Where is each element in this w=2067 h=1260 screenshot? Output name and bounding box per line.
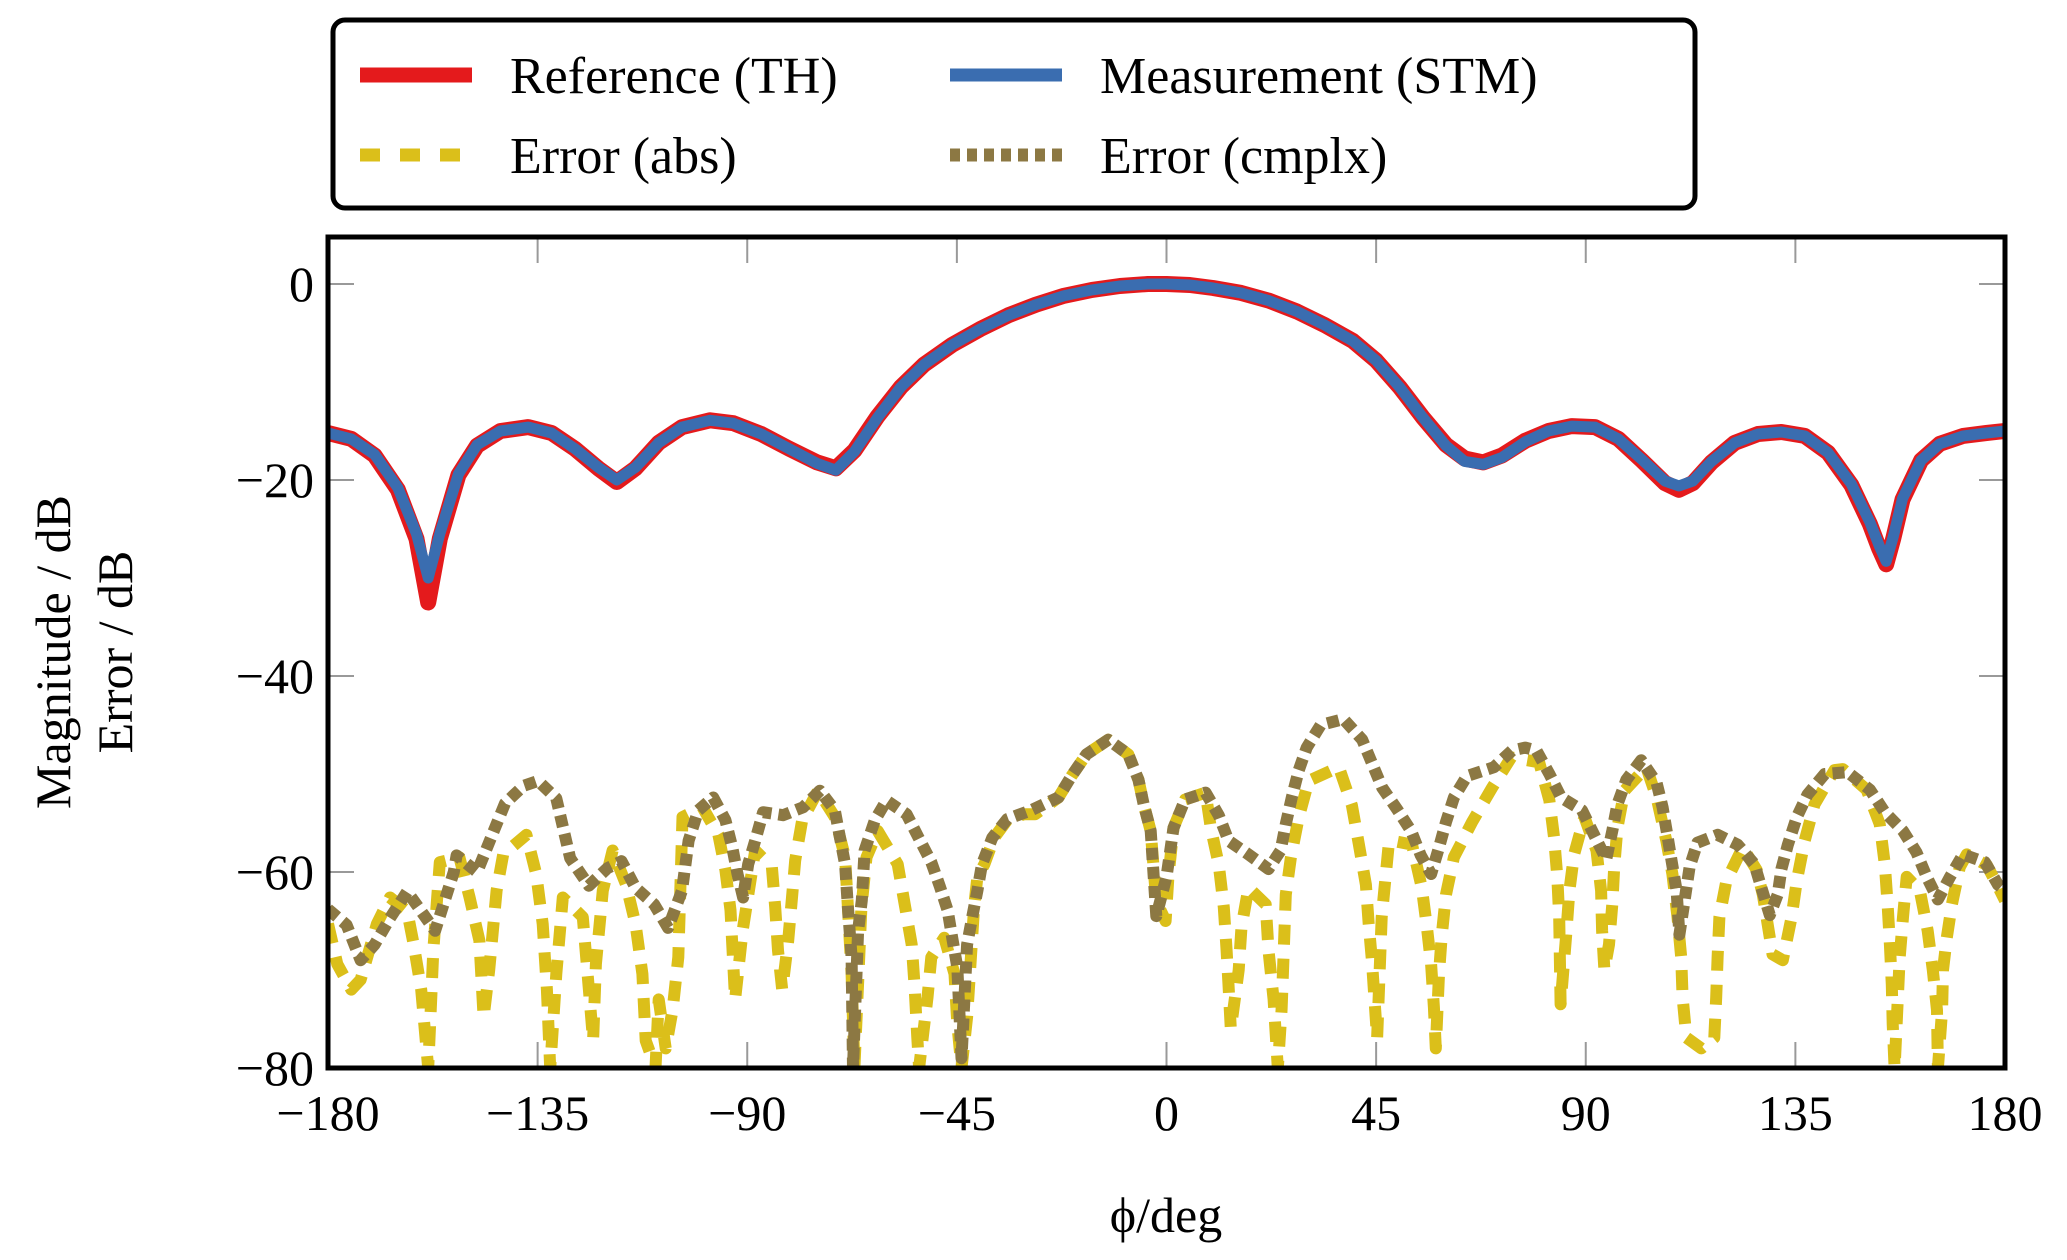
series-line-error-cmplx [328, 713, 2005, 1068]
series-line-measurement-stm [328, 278, 2005, 584]
legend-entry: Reference (TH) [360, 48, 838, 105]
series-line-reference-th [328, 276, 2005, 611]
y-tick-label: −40 [236, 648, 314, 704]
y-axis-label-magnitude: Magnitude / dB [25, 495, 81, 809]
legend: Reference (TH) Measurement (STM) Error (ab… [330, 17, 1698, 211]
y-axis-label-error: Error / dB [87, 551, 143, 754]
x-tick-label: 45 [1351, 1085, 1401, 1141]
x-tick-label: −90 [708, 1085, 786, 1141]
plot-frame [325, 234, 2008, 1071]
legend-label: Error (cmplx) [1100, 128, 1387, 185]
x-tick-label: −135 [486, 1085, 589, 1141]
y-tick-label: 0 [289, 256, 314, 312]
y-tick-label: −80 [236, 1040, 314, 1096]
x-tick-label: −180 [276, 1085, 379, 1141]
legend-label: Error (abs) [510, 128, 737, 185]
x-axis-label: ϕ/deg [1110, 1187, 1222, 1243]
x-tick-label: 135 [1758, 1085, 1833, 1141]
legend-entry: Measurement (STM) [950, 48, 1538, 105]
x-tick-label: 90 [1561, 1085, 1611, 1141]
legend-label: Measurement (STM) [1100, 48, 1538, 105]
plot-curves [328, 276, 2005, 1068]
y-tick-label: −60 [236, 844, 314, 900]
x-tick-label: 0 [1154, 1085, 1179, 1141]
x-tick-label: −45 [918, 1085, 996, 1141]
series-line-error-abs [328, 733, 2005, 1068]
y-tick-label: −20 [236, 452, 314, 508]
legend-label: Reference (TH) [510, 48, 838, 105]
legend-frame [330, 17, 1698, 211]
legend-entry: Error (abs) [360, 128, 737, 185]
legend-entry: Error (cmplx) [950, 128, 1387, 185]
x-tick-label: 180 [1968, 1085, 2043, 1141]
tick-labels: −180 −135 −90 −45 0 45 90 135 180 0 −20 −40 −60 −80 [236, 256, 2043, 1141]
